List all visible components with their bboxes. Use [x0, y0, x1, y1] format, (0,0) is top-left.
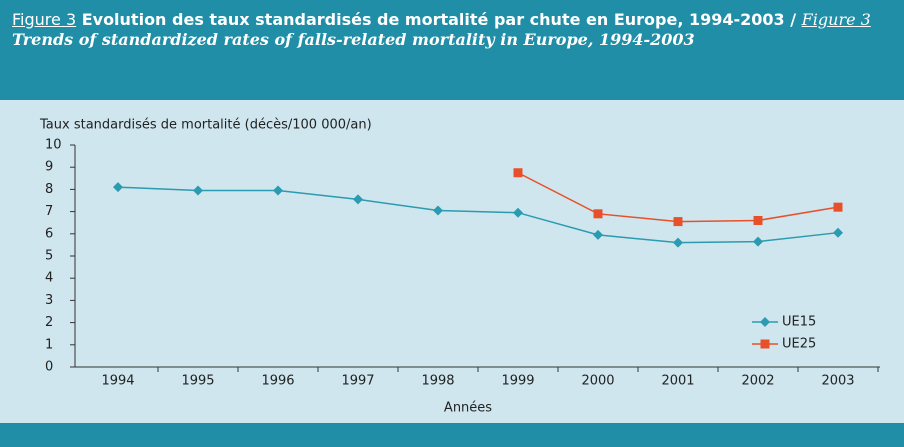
x-tick-label: 2002 [741, 374, 774, 389]
legend-label: UE15 [782, 315, 816, 330]
data-point [353, 194, 363, 205]
data-point [433, 205, 443, 216]
y-tick-label: 4 [45, 271, 53, 286]
y-tick-label: 8 [45, 182, 53, 197]
x-tick-label: 1997 [341, 374, 374, 389]
data-point [193, 185, 203, 196]
x-axis-label: Années [444, 401, 492, 416]
y-tick-label: 9 [45, 160, 53, 175]
y-tick-label: 3 [45, 293, 53, 308]
data-point [593, 229, 603, 240]
x-tick-label: 1995 [181, 374, 214, 389]
data-point [513, 207, 523, 218]
x-tick-label: 1999 [501, 374, 534, 389]
legend-marker [760, 317, 770, 327]
data-point [753, 215, 763, 225]
data-point [513, 168, 523, 178]
y-tick-label: 0 [45, 360, 53, 375]
data-point [673, 217, 683, 227]
data-point [833, 202, 843, 212]
x-tick-label: 2003 [821, 374, 854, 389]
chart: Taux standardisés de mortalité (décès/10… [39, 118, 880, 416]
y-tick-label: 7 [45, 204, 53, 219]
legend-label: UE25 [782, 337, 816, 352]
data-point [273, 185, 283, 196]
data-point [833, 227, 843, 238]
x-tick-label: 1998 [421, 374, 454, 389]
figure-label: Figure 3 [801, 10, 871, 29]
series-line [117, 186, 839, 244]
data-point [753, 236, 763, 247]
series-line [517, 172, 839, 223]
y-tick-label: 10 [45, 138, 62, 153]
data-point [113, 182, 123, 193]
title-en: Trends of standardized rates of falls-re… [12, 30, 695, 49]
footer-band [0, 423, 904, 447]
y-tick-label: 1 [45, 337, 53, 352]
data-point [593, 209, 603, 219]
x-tick-label: 2001 [661, 374, 694, 389]
y-axis-label: Taux standardisés de mortalité (décès/10… [39, 118, 372, 133]
y-tick-label: 5 [45, 249, 53, 264]
figure-label: Figure 3 [12, 10, 77, 29]
header: Figure 3 Evolution des taux standardisés… [0, 0, 904, 100]
y-tick-label: 2 [45, 315, 53, 330]
x-tick-label: 1996 [261, 374, 294, 389]
title-fr: Evolution des taux standardisés de morta… [81, 10, 797, 29]
data-point [673, 237, 683, 248]
x-tick-label: 1994 [101, 374, 134, 389]
y-tick-label: 6 [45, 226, 53, 241]
legend-marker [760, 339, 770, 349]
x-tick-label: 2000 [581, 374, 614, 389]
